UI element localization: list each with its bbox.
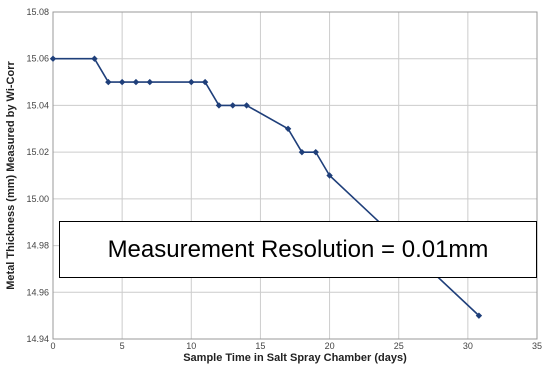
annotation-box: Measurement Resolution = 0.01mm — [59, 221, 537, 278]
y-tick-label: 15.04 — [26, 100, 49, 110]
x-tick-label: 30 — [463, 341, 473, 351]
data-point-marker — [132, 78, 140, 86]
y-tick-label: 14.96 — [26, 287, 49, 297]
y-tick-label: 14.94 — [26, 334, 49, 344]
y-axis-title: Metal Thickness (mm) Measured by Wi-Corr — [5, 61, 17, 290]
data-point-marker — [312, 148, 319, 156]
data-point-marker — [243, 102, 250, 109]
data-point-marker — [229, 102, 236, 109]
data-point-marker — [118, 78, 126, 86]
y-tick-label: 15.02 — [26, 147, 49, 157]
series-line — [53, 57, 480, 317]
x-tick-label: 10 — [186, 341, 196, 351]
y-tick-label: 15.08 — [26, 7, 49, 17]
data-point-marker — [49, 55, 57, 62]
y-tick-label: 15.00 — [26, 194, 49, 204]
data-point-marker — [475, 312, 483, 319]
x-tick-label: 25 — [394, 341, 404, 351]
y-tick-label: 14.98 — [26, 241, 49, 251]
x-tick-label: 15 — [255, 341, 265, 351]
tick-labels: 0 5 10 15 20 25 30 35 14.94 14.96 14.98 15.00 15.02 1… — [26, 7, 542, 351]
data-point-marker — [298, 148, 306, 156]
data-point-marker — [284, 125, 292, 132]
grid — [52, 11, 538, 340]
x-tick-label: 35 — [532, 341, 542, 351]
data-point-marker — [188, 78, 195, 86]
data-point-marker — [105, 78, 112, 86]
data-point-marker — [146, 78, 153, 86]
x-axis-title: Sample Time in Salt Spray Chamber (days) — [183, 352, 407, 364]
data-point-marker — [215, 102, 223, 109]
x-tick-label: 5 — [120, 341, 125, 351]
annotation-text: Measurement Resolution = 0.01mm — [107, 235, 489, 263]
x-tick-label: 0 — [50, 341, 55, 351]
data-point-marker — [91, 55, 98, 62]
y-tick-label: 15.06 — [26, 54, 49, 64]
data-series — [49, 55, 483, 319]
data-point-marker — [326, 172, 333, 179]
data-point-marker — [201, 78, 209, 86]
x-tick-label: 20 — [325, 341, 335, 351]
plot-area — [52, 11, 538, 340]
